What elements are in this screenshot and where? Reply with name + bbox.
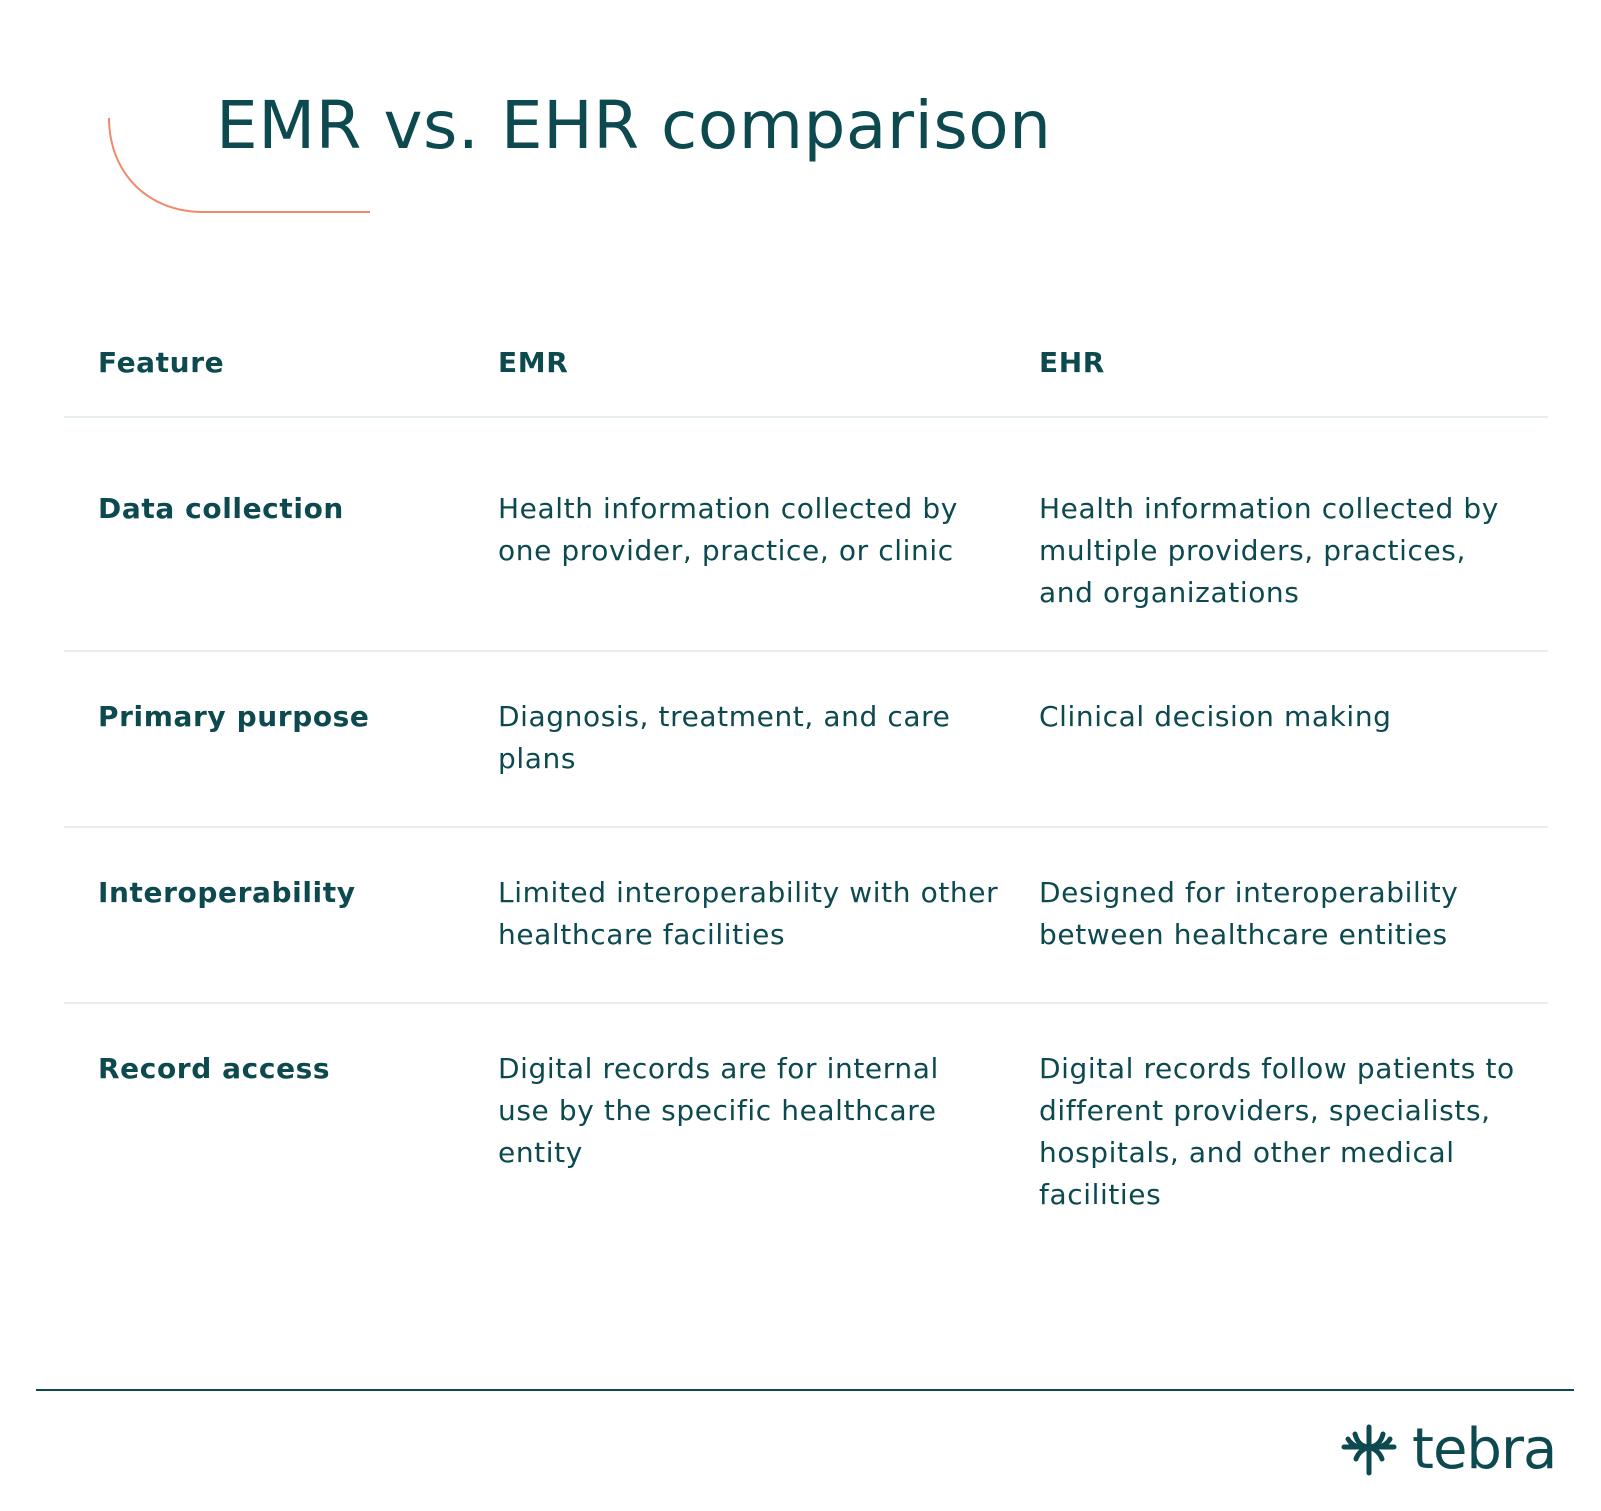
page-title: EMR vs. EHR comparison xyxy=(216,87,1052,164)
tebra-logo: tebra xyxy=(1340,1417,1557,1482)
emr-cell: Digital records are for internal use by … xyxy=(498,1052,939,1169)
table-header-row: Feature EMR EHR xyxy=(64,330,1548,418)
emr-cell: Diagnosis, treatment, and care plans xyxy=(498,700,951,775)
footer-divider xyxy=(36,1389,1574,1391)
ehr-cell: Health information collected by multiple… xyxy=(1039,492,1499,609)
ehr-cell: Designed for interoperability between he… xyxy=(1039,876,1459,951)
header-ehr: EHR xyxy=(1039,346,1105,379)
feature-cell: Record access xyxy=(98,1052,331,1085)
tebra-wordmark: tebra xyxy=(1412,1417,1557,1482)
tebra-logo-icon xyxy=(1341,1424,1397,1476)
decorative-arc xyxy=(108,118,370,213)
table-row: Data collection Health information colle… xyxy=(64,418,1548,652)
table-row: Primary purpose Diagnosis, treatment, an… xyxy=(64,652,1548,828)
feature-cell: Interoperability xyxy=(98,876,356,909)
comparison-table: Feature EMR EHR Data collection Health i… xyxy=(64,330,1548,1284)
emr-cell: Limited interoperability with other heal… xyxy=(498,876,999,951)
table-row: Record access Digital records are for in… xyxy=(64,1004,1548,1284)
header-feature: Feature xyxy=(98,346,225,379)
feature-cell: Primary purpose xyxy=(98,700,370,733)
ehr-cell: Digital records follow patients to diffe… xyxy=(1039,1052,1515,1211)
ehr-cell: Clinical decision making xyxy=(1039,700,1392,733)
emr-cell: Health information collected by one prov… xyxy=(498,492,958,567)
feature-cell: Data collection xyxy=(98,492,344,525)
table-row: Interoperability Limited interoperabilit… xyxy=(64,828,1548,1004)
header-emr: EMR xyxy=(498,346,569,379)
